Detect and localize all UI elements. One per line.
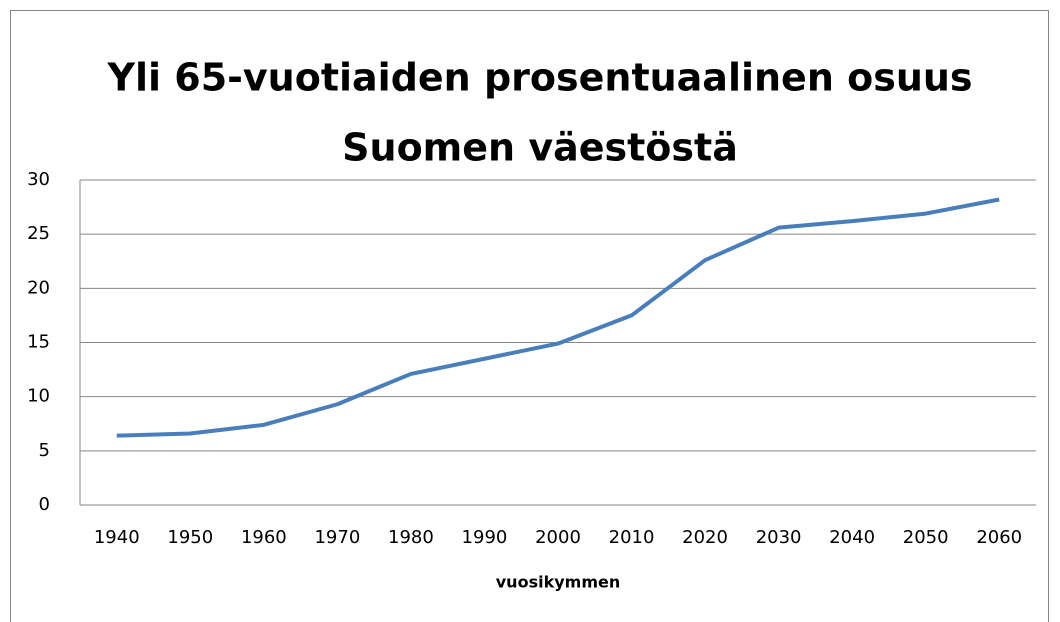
- y-tick-label: 15: [27, 332, 50, 353]
- x-tick-label: 2040: [829, 527, 875, 548]
- x-tick-label: 1940: [94, 527, 140, 548]
- x-tick-label: 1990: [462, 527, 508, 548]
- x-tick-label: 2050: [903, 527, 949, 548]
- y-tick-label: 10: [27, 386, 50, 407]
- x-tick-label: 2000: [535, 527, 581, 548]
- chart-border: [10, 10, 1049, 622]
- x-tick-label: 2020: [682, 527, 728, 548]
- x-tick-label: 2010: [609, 527, 655, 548]
- y-tick-label: 5: [39, 440, 50, 461]
- x-axis-label: vuosikymmen: [496, 573, 620, 592]
- x-tick-label: 1960: [241, 527, 287, 548]
- x-tick-label: 1970: [314, 527, 360, 548]
- y-tick-label: 0: [39, 494, 50, 515]
- y-tick-label: 25: [27, 223, 50, 244]
- x-tick-label: 1980: [388, 527, 434, 548]
- x-tick-label: 2030: [756, 527, 802, 548]
- x-tick-label: 1950: [167, 527, 213, 548]
- x-tick-label: 2060: [976, 527, 1022, 548]
- y-tick-label: 20: [27, 277, 50, 298]
- chart-title: Suomen väestöstä: [342, 126, 738, 170]
- data-line: [116, 197, 1000, 438]
- y-tick-label: 30: [27, 169, 50, 190]
- chart-title: Yli 65-vuotiaiden prosentuaalinen osuus: [106, 56, 972, 100]
